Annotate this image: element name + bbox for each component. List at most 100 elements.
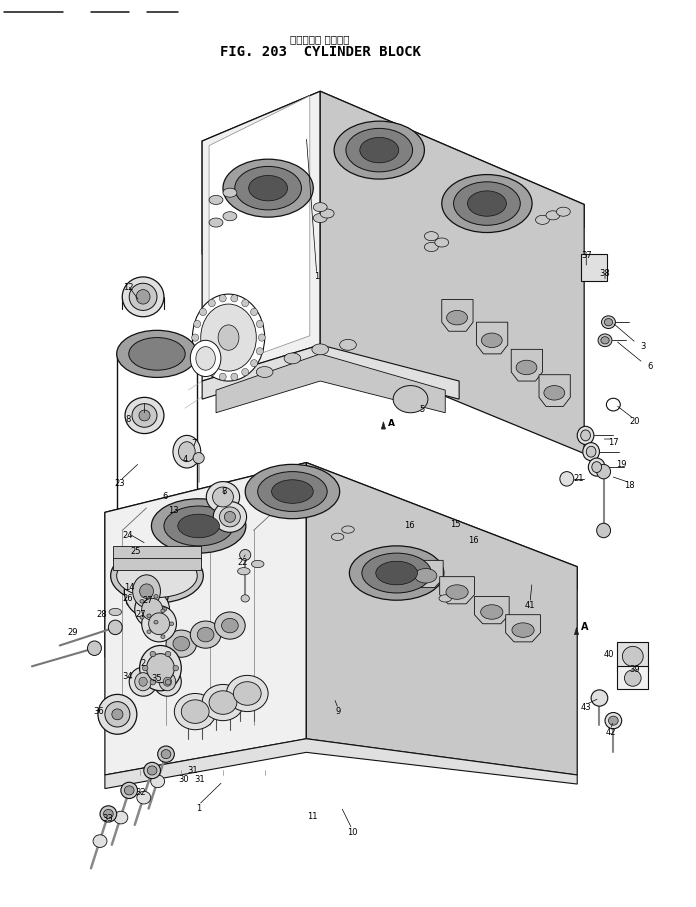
Ellipse shape [200,359,207,366]
Polygon shape [113,546,201,561]
Text: 19: 19 [616,460,626,469]
Ellipse shape [313,202,327,211]
Ellipse shape [190,621,221,649]
Ellipse shape [122,277,164,317]
Ellipse shape [468,190,507,216]
Polygon shape [475,597,509,624]
Ellipse shape [173,435,200,468]
Text: 11: 11 [307,812,317,821]
Ellipse shape [214,612,245,639]
Ellipse shape [596,523,610,538]
Ellipse shape [104,809,113,818]
Bar [580,254,607,281]
Ellipse shape [137,791,151,804]
Ellipse shape [139,678,148,687]
Text: 16: 16 [404,522,414,531]
Text: 1: 1 [314,272,319,281]
Ellipse shape [239,550,251,561]
Ellipse shape [608,717,618,726]
Ellipse shape [219,507,240,527]
Text: 30: 30 [179,775,189,784]
Ellipse shape [248,175,287,200]
Ellipse shape [166,679,171,685]
Ellipse shape [140,616,144,619]
Text: 2: 2 [141,659,145,668]
Ellipse shape [161,609,165,612]
Ellipse shape [112,709,123,720]
Ellipse shape [219,295,226,302]
Ellipse shape [127,600,139,607]
Ellipse shape [197,628,214,642]
Ellipse shape [88,641,102,656]
Text: 8: 8 [221,487,227,496]
Ellipse shape [193,453,204,463]
Polygon shape [202,92,320,381]
Ellipse shape [624,670,641,687]
Ellipse shape [221,619,238,633]
Ellipse shape [334,122,425,179]
Ellipse shape [342,526,354,533]
Ellipse shape [154,668,181,697]
Ellipse shape [132,404,157,427]
Text: 33: 33 [102,814,113,823]
Ellipse shape [125,566,169,617]
Ellipse shape [415,569,437,583]
Ellipse shape [125,785,134,795]
Polygon shape [105,739,577,788]
Ellipse shape [442,174,532,232]
Ellipse shape [192,294,264,381]
Ellipse shape [196,346,215,370]
Ellipse shape [218,325,239,350]
Ellipse shape [362,553,432,593]
Ellipse shape [251,561,264,568]
Ellipse shape [139,410,150,421]
Ellipse shape [360,138,399,162]
Text: 22: 22 [237,558,248,567]
Ellipse shape [346,129,413,171]
Text: 28: 28 [96,610,106,619]
Text: 25: 25 [130,547,141,556]
Text: 1: 1 [196,804,201,813]
Text: 27: 27 [143,596,153,605]
Text: 26: 26 [122,594,133,603]
Ellipse shape [601,336,609,344]
Text: 27: 27 [136,610,146,619]
Ellipse shape [177,514,219,538]
Text: 16: 16 [468,536,479,545]
Text: A: A [388,419,395,428]
Ellipse shape [605,713,622,729]
Text: 4: 4 [182,455,187,464]
Ellipse shape [109,609,122,616]
Text: 40: 40 [603,650,614,659]
Ellipse shape [256,320,263,327]
Text: 3: 3 [640,342,646,351]
Ellipse shape [231,373,238,380]
Polygon shape [381,422,386,429]
Ellipse shape [140,584,154,599]
Ellipse shape [580,430,590,441]
Ellipse shape [109,620,122,635]
Ellipse shape [144,762,161,778]
Ellipse shape [376,561,418,585]
Ellipse shape [237,568,250,575]
Ellipse shape [349,546,444,600]
Ellipse shape [209,218,223,227]
Text: 7: 7 [191,439,196,448]
Ellipse shape [235,166,301,210]
Ellipse shape [161,749,171,758]
Ellipse shape [133,575,161,608]
Bar [617,642,648,671]
Ellipse shape [258,472,327,512]
Text: 6: 6 [647,362,653,371]
Polygon shape [442,299,473,331]
Ellipse shape [516,360,537,375]
Bar [617,667,648,689]
Ellipse shape [425,242,438,251]
Text: 14: 14 [124,583,134,592]
Ellipse shape [560,472,574,486]
Ellipse shape [435,238,449,247]
Ellipse shape [556,207,570,216]
Ellipse shape [224,512,235,522]
Ellipse shape [206,482,239,512]
Ellipse shape [481,605,503,619]
